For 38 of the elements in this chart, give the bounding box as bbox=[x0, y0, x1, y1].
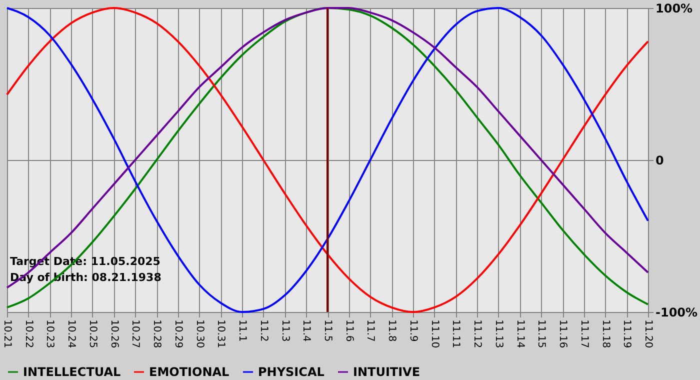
x-tick-label: 11.6 bbox=[343, 320, 354, 342]
x-tick-label: 10.29 bbox=[172, 320, 184, 348]
x-tick-label: 11.2 bbox=[258, 320, 269, 342]
legend-label: EMOTIONAL bbox=[149, 365, 230, 379]
x-tick-label: 10.28 bbox=[151, 320, 162, 348]
x-tick-label: 11.18 bbox=[600, 320, 611, 348]
x-tick-label: 10.24 bbox=[66, 320, 77, 348]
legend-label: INTUITIVE bbox=[353, 365, 420, 379]
x-tick-label: 11.5 bbox=[322, 320, 333, 342]
legend-label: INTELLECTUAL bbox=[23, 365, 122, 379]
x-tick-label: 11.10 bbox=[428, 320, 440, 348]
x-tick-label: 10.22 bbox=[22, 320, 34, 348]
x-tick-label: 11.15 bbox=[536, 320, 547, 348]
y-tick-label: 100% bbox=[656, 2, 693, 16]
x-tick-label: 10.27 bbox=[130, 320, 141, 348]
x-tick-label: 10.23 bbox=[44, 320, 56, 348]
x-tick-label: 11.7 bbox=[364, 320, 376, 342]
x-tick-label: 10.30 bbox=[194, 320, 205, 348]
x-tick-label: 11.12 bbox=[472, 320, 483, 348]
legend-label: PHYSICAL bbox=[258, 365, 325, 379]
x-tick-label: 11.20 bbox=[642, 320, 654, 348]
x-tick-label: 10.31 bbox=[215, 320, 226, 348]
y-tick-label: 0 bbox=[656, 154, 664, 168]
x-tick-label: 11.13 bbox=[492, 320, 504, 348]
x-tick-label: 11.14 bbox=[514, 320, 526, 348]
x-tick-label: 10.21 bbox=[2, 320, 12, 348]
x-tick-label: 11.4 bbox=[300, 320, 312, 342]
x-tick-label: 11.11 bbox=[450, 320, 462, 348]
x-tick-label: 11.9 bbox=[407, 320, 418, 342]
x-tick-label: 11.8 bbox=[386, 320, 398, 342]
x-tick-label: 10.26 bbox=[108, 320, 120, 348]
x-tick-label: 10.25 bbox=[86, 320, 98, 348]
x-tick-label: 11.3 bbox=[279, 320, 290, 342]
x-tick-label: 11.16 bbox=[557, 320, 568, 348]
x-tick-label: 11.17 bbox=[578, 320, 590, 348]
x-tick-label: 11.19 bbox=[621, 320, 632, 348]
x-tick-label: 11.1 bbox=[236, 320, 248, 342]
y-tick-label: -100% bbox=[656, 306, 698, 320]
